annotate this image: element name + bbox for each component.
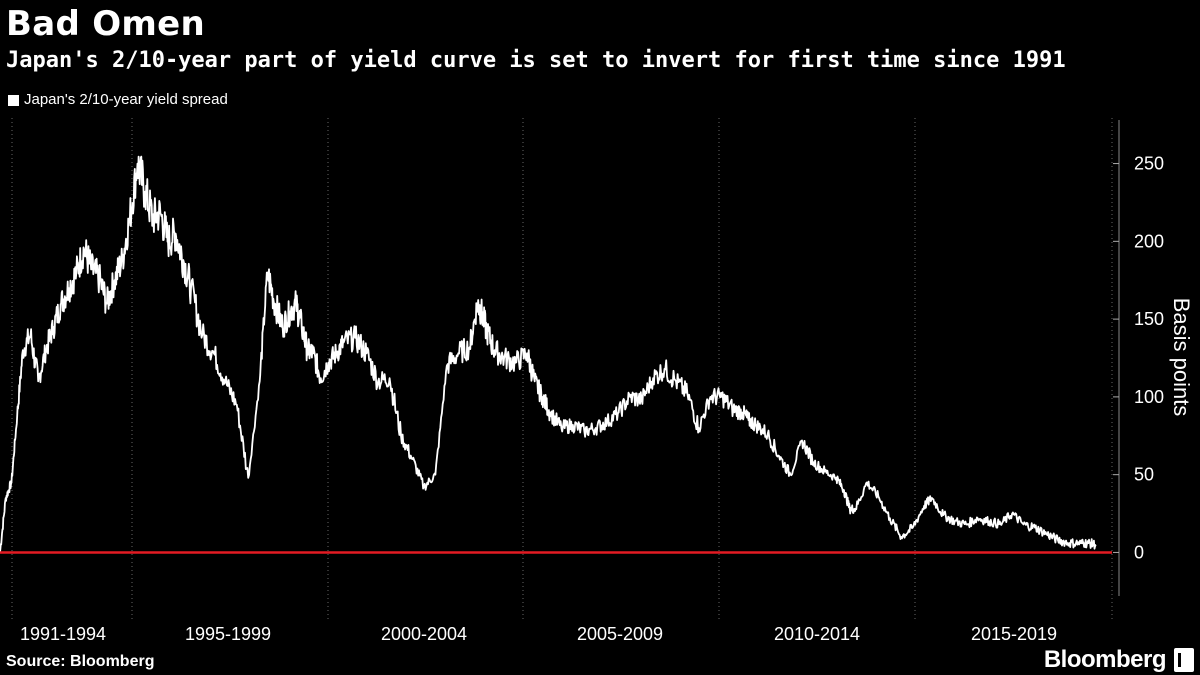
x-period-label-0: 1991-1994 [20,624,106,644]
series-line-yield-spread [0,155,1097,553]
y-tick-label-100: 100 [1134,387,1164,407]
y-tick-label-0: 0 [1134,542,1144,562]
label-layer: 0 50 100 150 200 250 Basis points 1991-1994 1995… [20,154,1194,644]
y-tick-label-250: 250 [1134,154,1164,174]
series-layer [0,155,1097,553]
x-period-label-4: 2010-2014 [774,624,860,644]
x-period-label-3: 2005-2009 [577,624,663,644]
x-period-label-5: 2015-2019 [971,624,1057,644]
y-tick-label-150: 150 [1134,309,1164,329]
bloomberg-terminal-icon [1174,648,1194,672]
x-period-label-2: 2000-2004 [381,624,467,644]
source-note: Source: Bloomberg [6,653,155,670]
y-axis-label: Basis points [1169,298,1194,417]
bloomberg-logo-text: Bloomberg [1043,646,1167,673]
x-period-label-1: 1995-1999 [185,624,271,644]
grid-layer [11,118,1113,620]
chart-subtitle: Japan's 2/10-year part of yield curve is… [6,48,1066,73]
axis-layer [1113,120,1120,596]
legend-swatch-white [8,94,19,106]
y-tick-label-200: 200 [1134,231,1164,251]
legend-label: Japan's 2/10-year yield spread [24,91,228,108]
legend: Japan's 2/10-year yield spread [8,90,228,110]
y-tick-label-50: 50 [1134,465,1154,485]
chart-title: Bad Omen [6,4,206,44]
